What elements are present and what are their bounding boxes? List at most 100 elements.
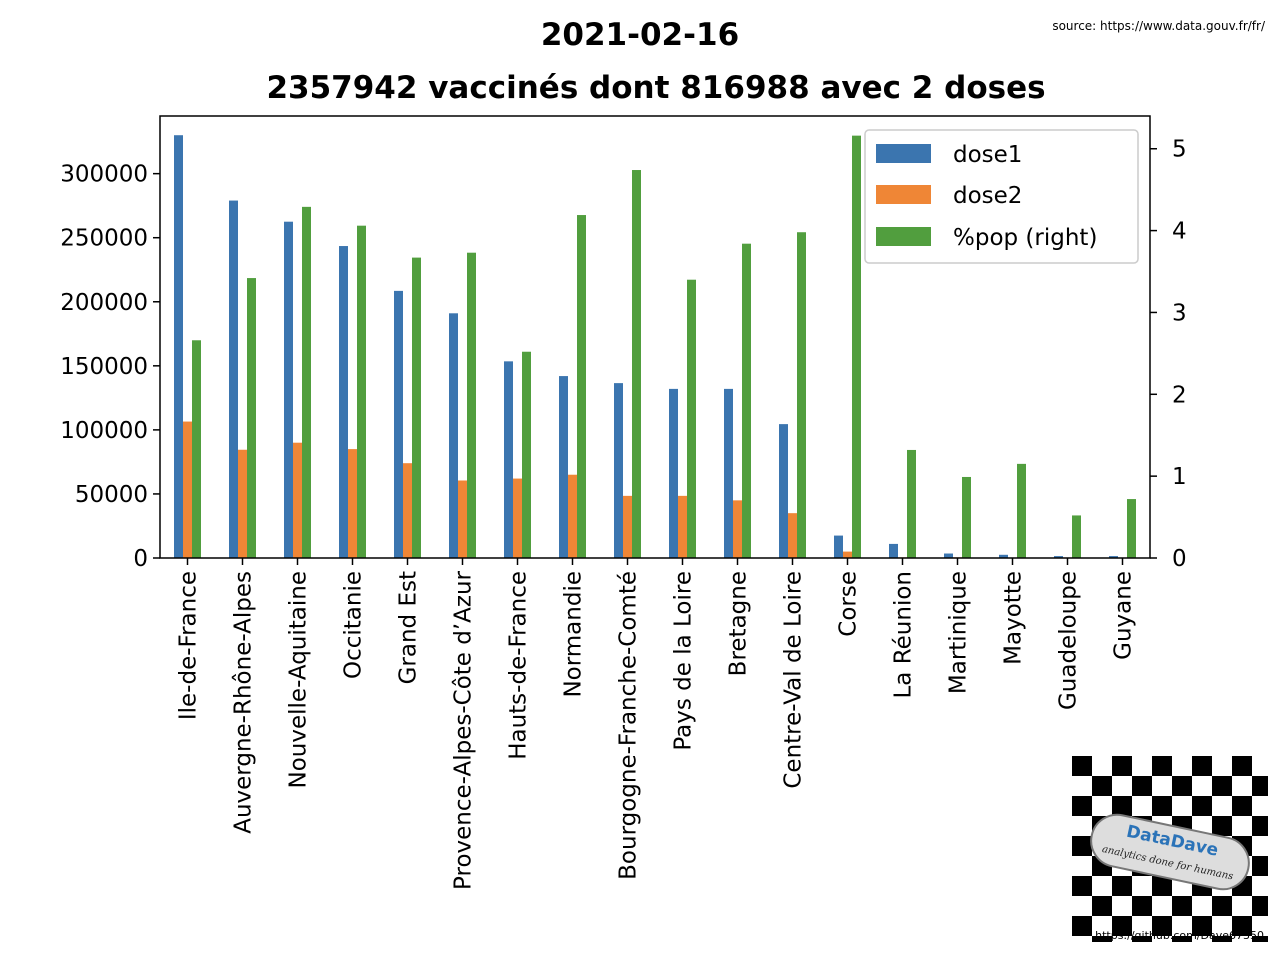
bar-dose1 [614, 383, 623, 558]
legend-swatch-dose2 [876, 185, 931, 204]
bar-dose2 [733, 500, 742, 558]
bar-group [174, 135, 1136, 559]
logo-pill [1090, 813, 1250, 891]
bar-dose1 [449, 313, 458, 558]
x-tick-label: Auvergne-Rhône-Alpes [231, 571, 257, 834]
bar-dose2 [788, 513, 797, 558]
bar-pop [577, 215, 586, 558]
legend-label-dose1: dose1 [953, 142, 1022, 168]
bar-pop [192, 340, 201, 558]
x-tick-label: Bourgogne-Franche-Comté [616, 571, 642, 880]
bar-dose1 [1109, 556, 1118, 558]
y-tick-label: 200000 [60, 290, 148, 316]
bar-dose2 [513, 478, 522, 558]
bar-dose1 [559, 376, 568, 558]
legend-label-dose2: dose2 [953, 183, 1022, 209]
bar-dose1 [174, 135, 183, 558]
legend-swatch-dose1 [876, 144, 931, 163]
bar-pop [1017, 463, 1026, 558]
bar-pop [962, 476, 971, 558]
legend-label-pop: %pop (right) [953, 225, 1097, 251]
y-tick-label: 100000 [60, 418, 148, 444]
bar-pop [1072, 515, 1081, 558]
logo-url-text: https://github.com/Dave67350 [1095, 929, 1264, 942]
x-tick-label: Occitanie [341, 571, 367, 679]
y-tick-label: 250000 [60, 226, 148, 252]
data-source-note: source: https://www.data.gouv.fr/fr/ [1052, 19, 1266, 33]
y2-tick-label: 4 [1172, 219, 1187, 245]
y-tick-label: 150000 [60, 354, 148, 380]
bar-dose1 [889, 543, 898, 558]
bar-dose2 [403, 463, 412, 558]
x-axis-ticks: Ile-de-France Auvergne-Rhône-Alpes Nouvell… [176, 558, 1137, 890]
bar-pop [742, 243, 751, 558]
x-tick-label: Martinique [946, 571, 972, 694]
bar-dose1 [999, 554, 1008, 558]
bar-dose2 [843, 551, 852, 558]
y-tick-label: 300000 [60, 162, 148, 188]
y-tick-label: 0 [133, 546, 148, 572]
bar-dose2 [568, 474, 577, 558]
bar-pop [247, 278, 256, 558]
legend-swatch-pop [876, 227, 931, 246]
bar-pop [632, 170, 641, 558]
bar-dose2 [293, 442, 302, 558]
plot-frame [159, 115, 1151, 559]
x-tick-label: Provence-Alpes-Côte d’Azur [451, 570, 477, 889]
x-tick-label: Centre-Val de Loire [781, 571, 807, 789]
bar-dose2 [183, 421, 192, 558]
bar-pop [852, 135, 861, 558]
legend-box [864, 129, 1139, 264]
x-tick-label: Nouvelle-Aquitaine [286, 571, 312, 788]
y-axis-right-ticks: 0 1 2 3 4 5 [1150, 137, 1187, 572]
y-axis-left-ticks: 0 50000 100000 150000 200000 250000 300000 [60, 162, 160, 572]
y2-tick-label: 0 [1172, 546, 1187, 572]
bar-pop [302, 206, 311, 558]
datadave-logo: DataDave analytics done for humans https… [1072, 756, 1268, 942]
bar-dose2 [238, 449, 247, 558]
chart-subtitle: 2357942 vaccinés dont 816988 avec 2 dose… [266, 70, 1045, 106]
x-tick-label: Pays de la Loire [671, 571, 697, 751]
bar-pop [412, 257, 421, 558]
bar-dose1 [229, 200, 238, 558]
bar-pop [1127, 499, 1136, 558]
x-tick-label: Mayotte [1001, 571, 1027, 665]
y-tick-label: 50000 [75, 482, 148, 508]
y2-tick-label: 3 [1172, 300, 1187, 326]
bar-pop [797, 232, 806, 559]
bar-dose1 [504, 361, 513, 558]
bar-dose1 [834, 535, 843, 558]
bar-dose1 [339, 246, 348, 559]
y2-tick-label: 1 [1172, 464, 1187, 490]
bar-pop [467, 252, 476, 558]
bar-dose1 [724, 388, 733, 558]
bar-pop [907, 449, 916, 558]
x-tick-label: Normandie [561, 571, 587, 698]
x-tick-label: Guyane [1111, 571, 1137, 660]
bar-dose1 [1054, 556, 1063, 558]
x-tick-label: Guadeloupe [1056, 571, 1082, 710]
bar-pop [687, 279, 696, 558]
x-tick-label: Corse [836, 571, 862, 637]
x-tick-label: Ile-de-France [176, 571, 202, 720]
y2-tick-label: 2 [1172, 382, 1187, 408]
bar-dose1 [284, 221, 293, 558]
x-tick-label: Bretagne [726, 571, 752, 676]
bar-dose1 [779, 424, 788, 558]
x-tick-label: Grand Est [396, 571, 422, 684]
bar-dose2 [678, 495, 687, 558]
bar-pop [522, 351, 531, 558]
chart-date-title: 2021-02-16 [541, 17, 739, 53]
legend: dose1 dose2 %pop (right) [864, 129, 1139, 264]
x-tick-label: Hauts-de-France [506, 571, 532, 760]
bar-dose1 [669, 388, 678, 558]
bar-dose2 [458, 480, 467, 558]
y2-tick-label: 5 [1172, 137, 1187, 163]
x-tick-label: La Réunion [891, 571, 917, 699]
bar-dose2 [348, 449, 357, 558]
bar-dose1 [394, 290, 403, 558]
bar-dose2 [623, 495, 632, 558]
bar-dose1 [944, 553, 953, 558]
bar-pop [357, 225, 366, 558]
